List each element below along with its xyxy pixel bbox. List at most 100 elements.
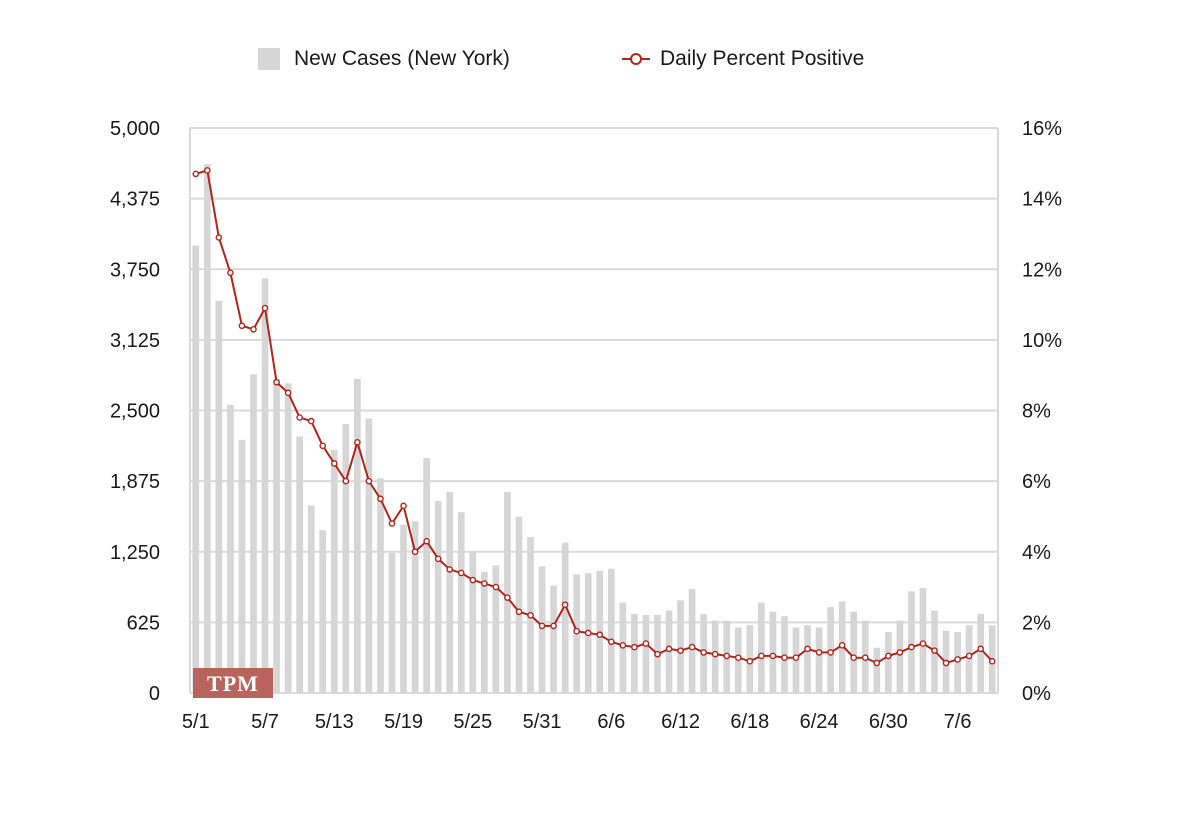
legend-label-percent-positive: Daily Percent Positive <box>660 47 865 70</box>
x-tick-label: 5/1 <box>182 711 210 733</box>
line-point <box>815 649 823 656</box>
line-point <box>711 650 719 658</box>
line-point <box>619 642 627 649</box>
bar <box>273 378 280 693</box>
line-point <box>665 645 673 653</box>
line-point <box>608 638 615 646</box>
line-point <box>677 647 684 654</box>
x-tick-label: 5/31 <box>523 711 562 733</box>
left-tick-label: 625 <box>127 612 160 634</box>
line-point <box>584 629 592 637</box>
line-point <box>215 234 223 241</box>
line-point <box>885 652 892 660</box>
bar <box>227 404 234 693</box>
left-tick-label: 2,500 <box>110 401 160 423</box>
line-point <box>861 654 869 661</box>
line-point <box>873 659 881 667</box>
line-point <box>573 627 580 635</box>
bar <box>319 530 327 693</box>
line-point <box>319 442 327 450</box>
line-point <box>746 657 754 665</box>
line-point <box>377 495 384 503</box>
line-point <box>481 580 488 587</box>
tpm-watermark: TPM <box>193 668 273 698</box>
right-y-axis: 0% 2% 4% 6% 8% 10% 12% 14% 16% <box>1022 118 1062 705</box>
line-point <box>550 622 557 630</box>
right-tick-label: 2% <box>1022 612 1051 634</box>
right-tick-label: 14% <box>1022 189 1062 211</box>
bar <box>850 611 858 693</box>
line-point <box>273 378 280 386</box>
line-point <box>261 304 269 312</box>
legend-bar-swatch <box>258 48 280 70</box>
line-point <box>758 652 765 660</box>
line-point <box>504 594 511 601</box>
line-point <box>469 576 477 584</box>
bar <box>284 383 292 693</box>
bar <box>492 565 500 693</box>
left-tick-label: 1,875 <box>110 471 160 493</box>
line-point <box>538 622 546 630</box>
bar <box>642 615 650 693</box>
line-point <box>296 414 303 421</box>
line-point <box>388 520 396 527</box>
line-point <box>896 649 904 656</box>
legend-item-percent-positive: Daily Percent Positive <box>622 42 864 76</box>
legend-label-new-cases: New Cases (New York) <box>294 47 510 70</box>
left-tick-label: 4,375 <box>110 189 160 211</box>
percent-positive-polyline <box>195 169 993 665</box>
right-tick-label: 12% <box>1022 259 1062 281</box>
bar <box>446 491 454 693</box>
line-point <box>457 569 465 577</box>
bar <box>769 611 777 693</box>
line-point <box>908 643 915 651</box>
bar <box>469 551 477 693</box>
bar <box>977 613 985 693</box>
line-point <box>527 612 534 619</box>
line-point <box>792 654 800 661</box>
line-point <box>838 642 846 649</box>
left-y-axis: 0 625 1,250 1,875 2,500 3,125 3,750 4,375 5,000 <box>110 118 160 705</box>
line-point <box>769 652 777 660</box>
line-point <box>850 654 858 661</box>
bar <box>342 424 350 693</box>
line-point <box>942 659 950 667</box>
line-point <box>192 170 200 178</box>
x-tick-label: 6/24 <box>800 711 839 733</box>
percent-positive-line <box>192 167 996 667</box>
line-point <box>954 656 961 663</box>
legend-item-new-cases: New Cases (New York) <box>258 42 510 76</box>
bar <box>238 439 246 693</box>
line-point <box>965 652 973 660</box>
line-point <box>365 477 373 485</box>
line-point <box>700 649 707 656</box>
bar <box>330 450 338 693</box>
legend-line-swatch <box>622 53 650 65</box>
bar <box>896 620 904 693</box>
bar <box>561 542 569 693</box>
line-point <box>423 537 430 545</box>
bar <box>307 505 315 693</box>
legend: New Cases (New York) Daily Percent Posit… <box>0 42 1200 76</box>
x-axis: 5/1 5/7 5/13 5/19 5/25 5/31 6/6 6/12 6/18 6/24 6/3… <box>182 711 972 733</box>
right-tick-label: 4% <box>1022 542 1051 564</box>
line-point <box>354 438 361 446</box>
new-cases-bars <box>192 164 996 693</box>
line-point <box>515 608 523 616</box>
right-tick-label: 0% <box>1022 683 1051 705</box>
x-tick-label: 5/13 <box>315 711 354 733</box>
line-point <box>734 654 742 661</box>
line-point <box>723 652 731 660</box>
line-point <box>284 389 292 397</box>
line-point <box>931 647 938 654</box>
bar <box>538 566 546 693</box>
x-tick-label: 6/18 <box>730 711 769 733</box>
bar <box>411 521 419 693</box>
right-tick-label: 16% <box>1022 118 1062 140</box>
bar <box>688 589 696 693</box>
line-point <box>654 650 661 658</box>
line-point <box>596 631 604 639</box>
left-tick-label: 0 <box>149 683 160 705</box>
left-tick-label: 5,000 <box>110 118 160 140</box>
